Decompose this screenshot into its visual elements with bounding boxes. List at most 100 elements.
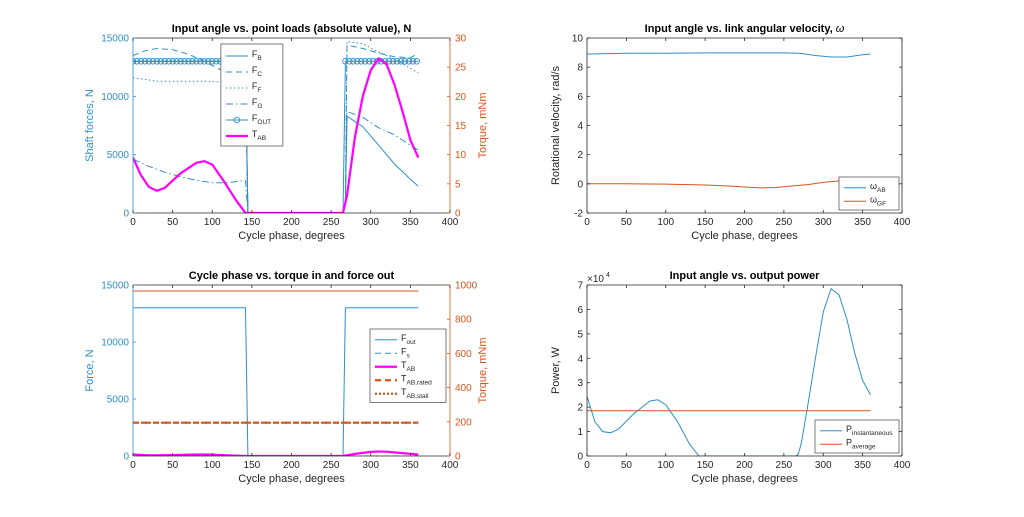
- legend: FB FC FF FG FOUT TAB: [220, 43, 284, 147]
- series-marker: [145, 58, 153, 65]
- x-tick-label: 0: [130, 217, 136, 228]
- legend-item: Fs: [375, 346, 411, 359]
- x-tick-label: 300: [815, 460, 832, 471]
- x-tick-label: 0: [584, 217, 590, 228]
- y-tick-label: 3: [577, 378, 583, 389]
- legend-label: FF: [252, 81, 262, 94]
- y2-axis-label: Torque, mNm: [477, 92, 489, 158]
- x-tick-label: 100: [204, 217, 221, 228]
- y-tick-label: 1: [577, 427, 583, 438]
- x-tick-label: 350: [854, 460, 871, 471]
- series-line-1: [133, 44, 419, 213]
- y-tick-label: 5000: [107, 150, 130, 161]
- y2-tick-label: 25: [455, 63, 467, 74]
- x-tick-label: 200: [736, 460, 753, 471]
- x-tick-label: 50: [621, 460, 633, 471]
- x-tick-label: 350: [402, 460, 419, 471]
- y-axis-label: Shaft forces, N: [84, 89, 96, 162]
- y-tick-label: 2: [577, 403, 583, 414]
- y-tick-label: -2: [574, 209, 583, 220]
- legend-label: Paverage: [846, 437, 876, 450]
- x-axis-label: Cycle phase, degrees: [238, 473, 345, 485]
- y2-tick-label: 400: [455, 383, 472, 394]
- x-tick-label: 400: [894, 217, 911, 228]
- y-tick-label: 5: [577, 329, 583, 340]
- y-exponent-power: 4: [606, 272, 610, 279]
- y-tick-label: 2: [577, 150, 583, 161]
- series-marker: [193, 58, 200, 65]
- legend-item: TAB: [225, 129, 266, 142]
- x-tick-label: 50: [167, 460, 179, 471]
- y2-tick-label: 30: [455, 34, 467, 45]
- legend-label: FB: [252, 49, 262, 62]
- legend-label: Pinstantaneous: [846, 424, 893, 437]
- series-marker: [385, 58, 393, 65]
- legend-label: TAB,rated: [401, 373, 432, 386]
- y-tick-label: 10000: [101, 338, 129, 349]
- legend-item: ωAB: [844, 181, 886, 194]
- series-line-5: [133, 56, 420, 213]
- y-tick-label: 10000: [101, 92, 129, 103]
- legend-label: FOUT: [252, 113, 271, 126]
- series-line-0: [587, 287, 871, 456]
- legend-item: TAB: [375, 360, 415, 373]
- x-tick-label: 50: [621, 217, 633, 228]
- series-marker: [413, 58, 420, 65]
- series-marker: [153, 58, 161, 65]
- y-tick-label: 8: [577, 63, 583, 74]
- series-marker: [161, 58, 168, 65]
- x-tick-label: 350: [402, 217, 419, 228]
- x-axis-label: Cycle phase, degrees: [691, 230, 798, 242]
- legend-item: TAB,stall: [375, 387, 429, 400]
- series-marker: [397, 58, 405, 65]
- legend-item: FOUT: [225, 113, 271, 126]
- y2-tick-label: 0: [455, 452, 461, 463]
- y-tick-label: 6: [577, 305, 583, 316]
- series-marker: [354, 58, 361, 65]
- series-marker: [409, 58, 417, 65]
- series-line-2: [133, 450, 419, 456]
- series-marker: [389, 58, 397, 65]
- x-tick-label: 200: [283, 460, 300, 471]
- legend-item: Fout: [375, 333, 416, 346]
- y2-tick-label: 20: [455, 92, 467, 103]
- y-tick-label: 15000: [101, 34, 129, 45]
- y2-tick-label: 1000: [455, 281, 478, 292]
- legend-label: TAB,stall: [401, 387, 429, 400]
- series-marker: [365, 58, 373, 65]
- y-tick-label: 7: [577, 281, 583, 292]
- series-marker: [189, 58, 196, 65]
- y2-tick-label: 10: [455, 150, 467, 161]
- y-tick-label: 5000: [107, 395, 130, 406]
- legend-label: TAB: [401, 360, 415, 373]
- x-tick-label: 100: [204, 460, 221, 471]
- y2-tick-label: 600: [455, 349, 472, 360]
- series-line-3: [133, 110, 419, 213]
- series-marker: [201, 58, 208, 65]
- legend-marker: [233, 116, 241, 124]
- legend-label: ωAB: [870, 181, 886, 194]
- series-marker: [197, 58, 204, 65]
- x-tick-label: 400: [442, 460, 459, 471]
- legend-box: [838, 176, 900, 211]
- y2-tick-label: 15: [455, 121, 467, 132]
- chart-title: Cycle phase vs. torque in and force out: [189, 270, 395, 282]
- x-tick-label: 250: [776, 460, 793, 471]
- legend-box: [814, 419, 900, 454]
- x-tick-label: 400: [894, 460, 911, 471]
- legend-item: FF: [225, 81, 262, 94]
- legend-label: FC: [252, 65, 263, 78]
- legend-label: TAB: [252, 129, 266, 142]
- chart-title: Input angle vs. point loads (absolute va…: [172, 23, 412, 35]
- x-tick-label: 150: [697, 460, 714, 471]
- series-marker: [165, 58, 172, 65]
- y-tick-label: 0: [577, 452, 583, 463]
- legend-box: [220, 43, 284, 147]
- series-marker: [350, 58, 357, 65]
- y-tick-label: 0: [123, 209, 129, 220]
- y2-tick-label: 200: [455, 417, 472, 428]
- y2-axis-label: Torque, mNm: [477, 337, 489, 403]
